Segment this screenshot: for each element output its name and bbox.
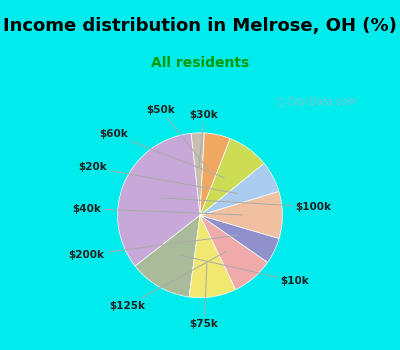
Text: All residents: All residents xyxy=(151,56,249,70)
Text: $20k: $20k xyxy=(78,162,237,194)
Text: Income distribution in Melrose, OH (%): Income distribution in Melrose, OH (%) xyxy=(3,17,397,35)
Wedge shape xyxy=(200,215,279,262)
Wedge shape xyxy=(200,191,282,238)
Text: $60k: $60k xyxy=(99,130,224,178)
Text: $50k: $50k xyxy=(146,105,208,169)
Text: $100k: $100k xyxy=(161,198,332,212)
Wedge shape xyxy=(135,215,200,297)
Text: $200k: $200k xyxy=(68,235,238,260)
Wedge shape xyxy=(200,163,279,215)
Wedge shape xyxy=(189,215,236,298)
Text: $75k: $75k xyxy=(190,263,218,329)
Wedge shape xyxy=(200,133,230,215)
Wedge shape xyxy=(118,133,200,266)
Wedge shape xyxy=(191,133,204,215)
Text: $30k: $30k xyxy=(190,110,218,167)
Text: $40k: $40k xyxy=(72,204,242,215)
Wedge shape xyxy=(200,139,264,215)
Wedge shape xyxy=(200,215,268,289)
Text: $10k: $10k xyxy=(180,255,309,286)
Text: ⓘ City-Data.com: ⓘ City-Data.com xyxy=(278,97,357,107)
Text: $125k: $125k xyxy=(110,251,227,311)
